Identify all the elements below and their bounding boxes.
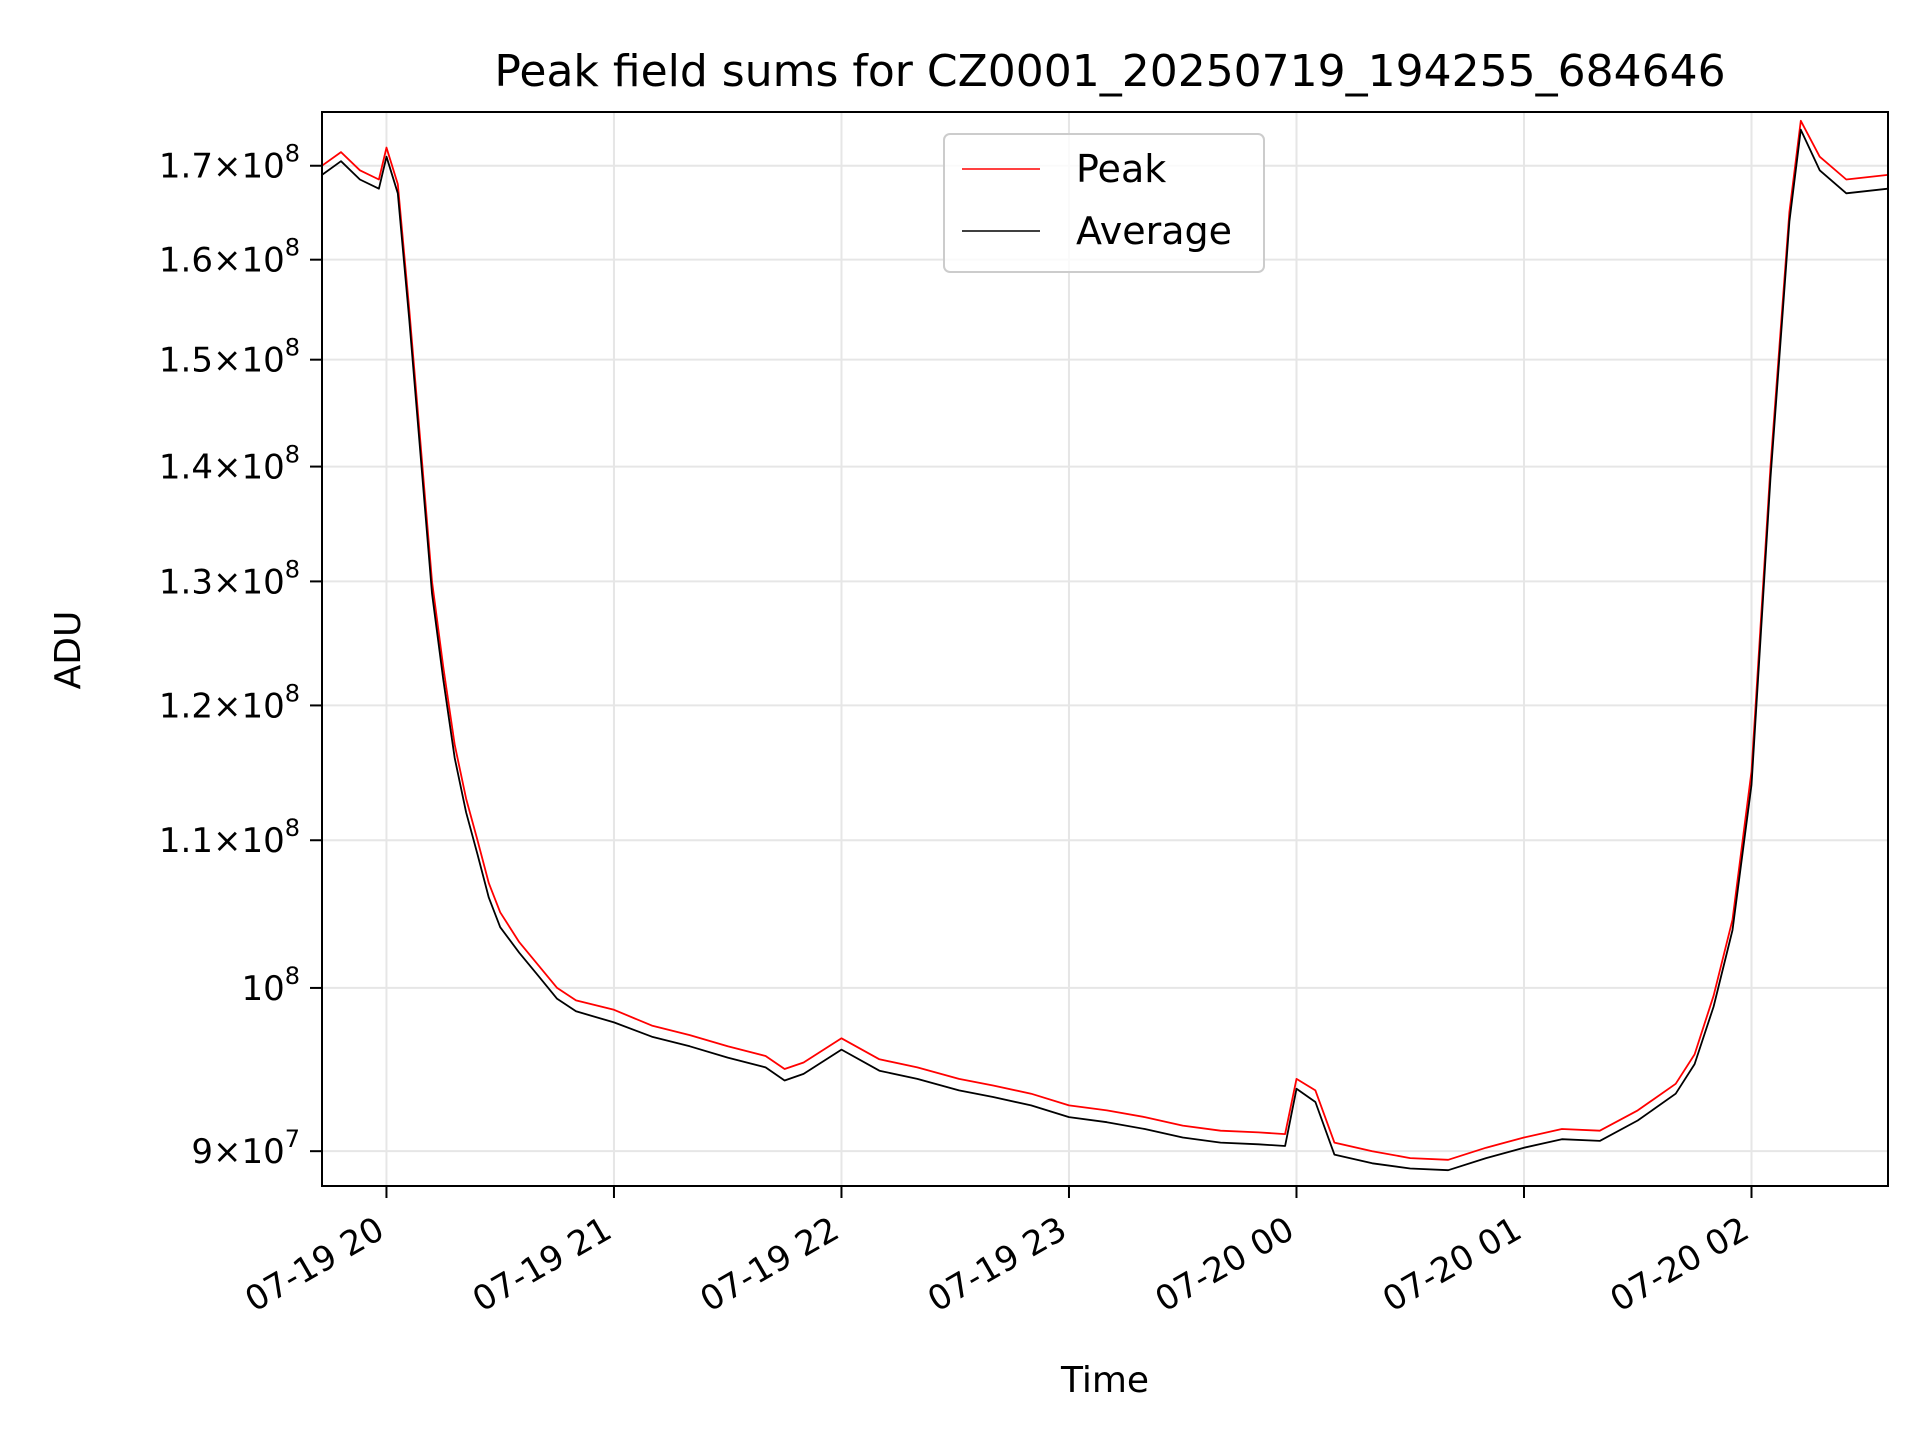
y-tick-label: 1.2×108 — [159, 679, 300, 726]
y-tick-mantissa: 1.2 — [159, 686, 213, 726]
y-axis: 9×107 108 1.1×108 1.2×108 1.3×108 1.4×108 1.5×… — [159, 140, 322, 1172]
y-tick-label: 1.6×108 — [159, 234, 300, 281]
y-tick-mantissa: 1.7 — [159, 147, 213, 187]
y-tick-label: 1.1×108 — [159, 814, 300, 861]
y-tick-label: 1.7×108 — [159, 140, 300, 187]
y-tick-exponent: 8 — [285, 234, 300, 262]
series-line-peak — [322, 119, 1888, 1161]
y-tick-mantissa: 1.6 — [159, 241, 213, 281]
y-tick-mantissa: 1.1 — [159, 821, 213, 861]
legend: Peak Average — [943, 133, 1265, 273]
y-tick-label: 9×107 — [191, 1125, 300, 1172]
y-tick-exponent: 8 — [285, 679, 300, 707]
plot-frame — [321, 111, 1889, 1187]
series-line-average — [322, 128, 1888, 1172]
y-tick-label: 1.3×108 — [159, 555, 300, 602]
y-tick-exponent: 8 — [285, 962, 300, 990]
y-tick-label: 1.5×108 — [159, 334, 300, 381]
y-tick-label: 108 — [241, 962, 300, 1009]
y-tick-exponent: 8 — [285, 441, 300, 469]
y-tick-mantissa: 1.3 — [159, 562, 213, 602]
y-tick-exponent: 8 — [285, 814, 300, 842]
y-tick-exponent: 8 — [285, 334, 300, 362]
y-tick-label: 1.4×108 — [159, 441, 300, 488]
legend-label-peak: Peak — [1076, 147, 1166, 191]
legend-label-average: Average — [1076, 209, 1232, 253]
chart-title: Peak field sums for CZ0001_20250719_1942… — [494, 46, 1725, 97]
y-axis-label: ADU — [48, 611, 89, 690]
y-tick-mantissa: 9 — [191, 1132, 213, 1172]
y-tick-exponent: 8 — [285, 140, 300, 168]
y-tick-mantissa: 1.4 — [159, 448, 213, 488]
series-layer — [322, 119, 1888, 1172]
y-tick-exponent: 8 — [285, 555, 300, 583]
y-tick-exponent: 7 — [285, 1125, 300, 1153]
x-axis-label: Time — [1060, 1360, 1149, 1401]
y-tick-mantissa: 1.5 — [159, 341, 213, 381]
